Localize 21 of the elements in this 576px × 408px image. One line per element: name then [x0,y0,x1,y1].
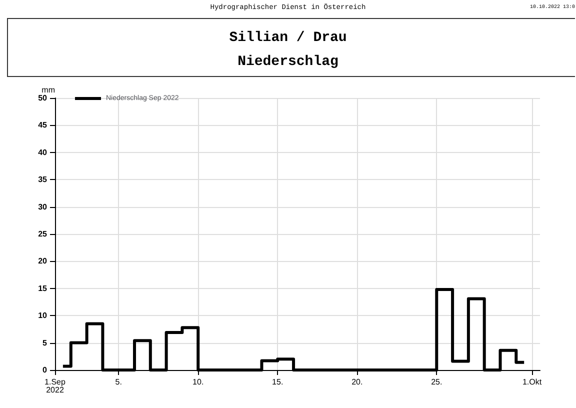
y-tick-label: 45 [38,120,48,130]
y-tick-label: 30 [38,202,48,212]
chart-subtitle: Niederschlag [236,54,340,70]
chart-title: Sillian / Drau [228,30,348,46]
y-axis-title: mm [42,86,56,95]
y-tick-label: 15 [38,284,48,293]
y-tick-label: 5 [42,338,48,348]
x-tick-label: 1.Okt [522,378,542,386]
y-tick-label: 35 [38,175,48,184]
x-tick-label: 1.Sep 2022 [44,378,66,394]
x-tick-label: 25. [431,378,442,386]
x-tick-label: 5. [115,378,122,386]
x-tick-label: 20. [352,378,363,386]
x-tick-label: 10. [192,378,204,386]
y-tick-label: 50 [38,94,48,102]
y-tick-label: 40 [38,148,48,157]
y-tick-label: 10 [38,311,48,320]
y-tick-label: 20 [38,256,48,266]
x-tick-label: 15. [272,378,284,386]
y-tick-label: 25 [38,230,48,238]
y-tick-label: 0 [42,366,48,374]
